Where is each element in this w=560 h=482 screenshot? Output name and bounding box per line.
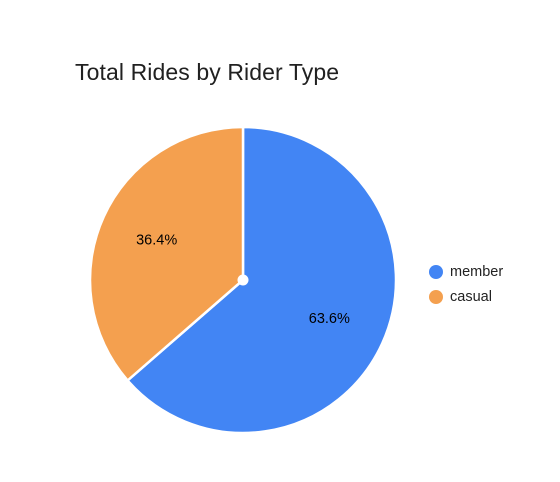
legend: member casual bbox=[429, 259, 503, 309]
legend-swatch-member bbox=[429, 265, 443, 279]
slice-label-member: 63.6% bbox=[309, 311, 350, 327]
slice-label-casual: 36.4% bbox=[136, 233, 177, 249]
center-dot bbox=[238, 275, 249, 286]
legend-label-member: member bbox=[450, 264, 503, 280]
legend-swatch-casual bbox=[429, 290, 443, 304]
legend-item-member: member bbox=[429, 259, 503, 284]
legend-item-casual: casual bbox=[429, 284, 503, 309]
legend-label-casual: casual bbox=[450, 289, 492, 305]
